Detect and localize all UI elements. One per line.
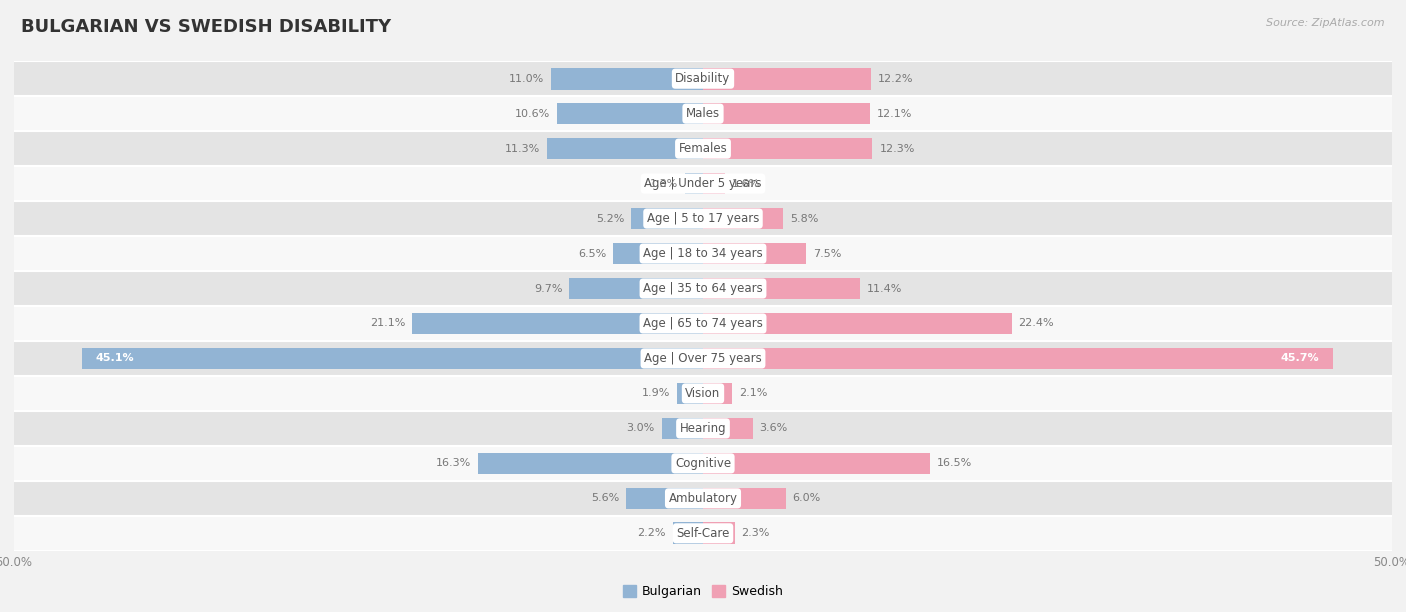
Bar — [551, 68, 703, 89]
Text: Age | 18 to 34 years: Age | 18 to 34 years — [643, 247, 763, 260]
Bar — [703, 488, 786, 509]
Bar — [685, 173, 703, 195]
Text: 45.1%: 45.1% — [96, 354, 134, 364]
Bar — [662, 417, 703, 439]
Bar — [703, 278, 860, 299]
Text: Age | Under 5 years: Age | Under 5 years — [644, 177, 762, 190]
Bar — [703, 313, 1012, 334]
Text: 7.5%: 7.5% — [813, 248, 842, 258]
Bar — [14, 236, 1392, 271]
Bar — [478, 452, 703, 474]
Bar — [14, 481, 1392, 516]
Text: 10.6%: 10.6% — [515, 109, 550, 119]
Bar — [14, 341, 1392, 376]
Text: 1.3%: 1.3% — [650, 179, 678, 188]
Bar — [14, 201, 1392, 236]
Bar — [703, 138, 873, 160]
Text: Vision: Vision — [685, 387, 721, 400]
Bar — [703, 523, 735, 544]
Bar — [412, 313, 703, 334]
Text: Source: ZipAtlas.com: Source: ZipAtlas.com — [1267, 18, 1385, 28]
Bar — [676, 382, 703, 405]
Bar — [14, 446, 1392, 481]
Bar — [14, 96, 1392, 131]
Text: 12.3%: 12.3% — [879, 144, 915, 154]
Bar — [14, 411, 1392, 446]
Text: 45.7%: 45.7% — [1281, 354, 1319, 364]
Text: 12.1%: 12.1% — [876, 109, 912, 119]
Bar — [703, 103, 870, 124]
Text: Self-Care: Self-Care — [676, 527, 730, 540]
Bar — [703, 173, 725, 195]
Bar — [14, 61, 1392, 96]
Bar — [14, 131, 1392, 166]
Text: Males: Males — [686, 107, 720, 120]
Text: Age | Over 75 years: Age | Over 75 years — [644, 352, 762, 365]
Text: 6.5%: 6.5% — [578, 248, 606, 258]
Text: BULGARIAN VS SWEDISH DISABILITY: BULGARIAN VS SWEDISH DISABILITY — [21, 18, 391, 36]
Text: 3.0%: 3.0% — [627, 424, 655, 433]
Text: Age | 35 to 64 years: Age | 35 to 64 years — [643, 282, 763, 295]
Bar — [703, 417, 752, 439]
Text: 16.3%: 16.3% — [436, 458, 471, 468]
Text: 11.0%: 11.0% — [509, 73, 544, 84]
Bar — [14, 271, 1392, 306]
Bar — [672, 523, 703, 544]
Text: Cognitive: Cognitive — [675, 457, 731, 470]
Text: 5.8%: 5.8% — [790, 214, 818, 223]
Text: 2.2%: 2.2% — [637, 528, 666, 539]
Text: 1.9%: 1.9% — [641, 389, 669, 398]
Bar — [703, 452, 931, 474]
Text: Age | 65 to 74 years: Age | 65 to 74 years — [643, 317, 763, 330]
Bar — [626, 488, 703, 509]
Text: 3.6%: 3.6% — [759, 424, 787, 433]
Text: 2.3%: 2.3% — [741, 528, 770, 539]
Bar — [703, 243, 807, 264]
Text: 11.4%: 11.4% — [868, 283, 903, 294]
Bar — [703, 68, 872, 89]
Text: 22.4%: 22.4% — [1018, 318, 1054, 329]
Text: 12.2%: 12.2% — [877, 73, 914, 84]
Text: 11.3%: 11.3% — [505, 144, 540, 154]
Text: 5.6%: 5.6% — [591, 493, 619, 503]
Legend: Bulgarian, Swedish: Bulgarian, Swedish — [619, 580, 787, 603]
Bar — [14, 376, 1392, 411]
Text: Age | 5 to 17 years: Age | 5 to 17 years — [647, 212, 759, 225]
Text: 6.0%: 6.0% — [793, 493, 821, 503]
Bar — [14, 306, 1392, 341]
Text: 21.1%: 21.1% — [370, 318, 405, 329]
Bar — [613, 243, 703, 264]
Bar — [547, 138, 703, 160]
Text: 5.2%: 5.2% — [596, 214, 624, 223]
Bar — [569, 278, 703, 299]
Text: 1.6%: 1.6% — [733, 179, 761, 188]
Bar — [557, 103, 703, 124]
Bar — [82, 348, 703, 369]
Text: Disability: Disability — [675, 72, 731, 85]
Bar — [703, 382, 733, 405]
Bar — [14, 166, 1392, 201]
Text: Hearing: Hearing — [679, 422, 727, 435]
Text: 9.7%: 9.7% — [534, 283, 562, 294]
Text: Ambulatory: Ambulatory — [668, 492, 738, 505]
Text: 2.1%: 2.1% — [738, 389, 768, 398]
Text: 16.5%: 16.5% — [938, 458, 973, 468]
Bar — [703, 207, 783, 230]
Bar — [14, 516, 1392, 551]
Bar — [631, 207, 703, 230]
Bar — [703, 348, 1333, 369]
Text: Females: Females — [679, 142, 727, 155]
